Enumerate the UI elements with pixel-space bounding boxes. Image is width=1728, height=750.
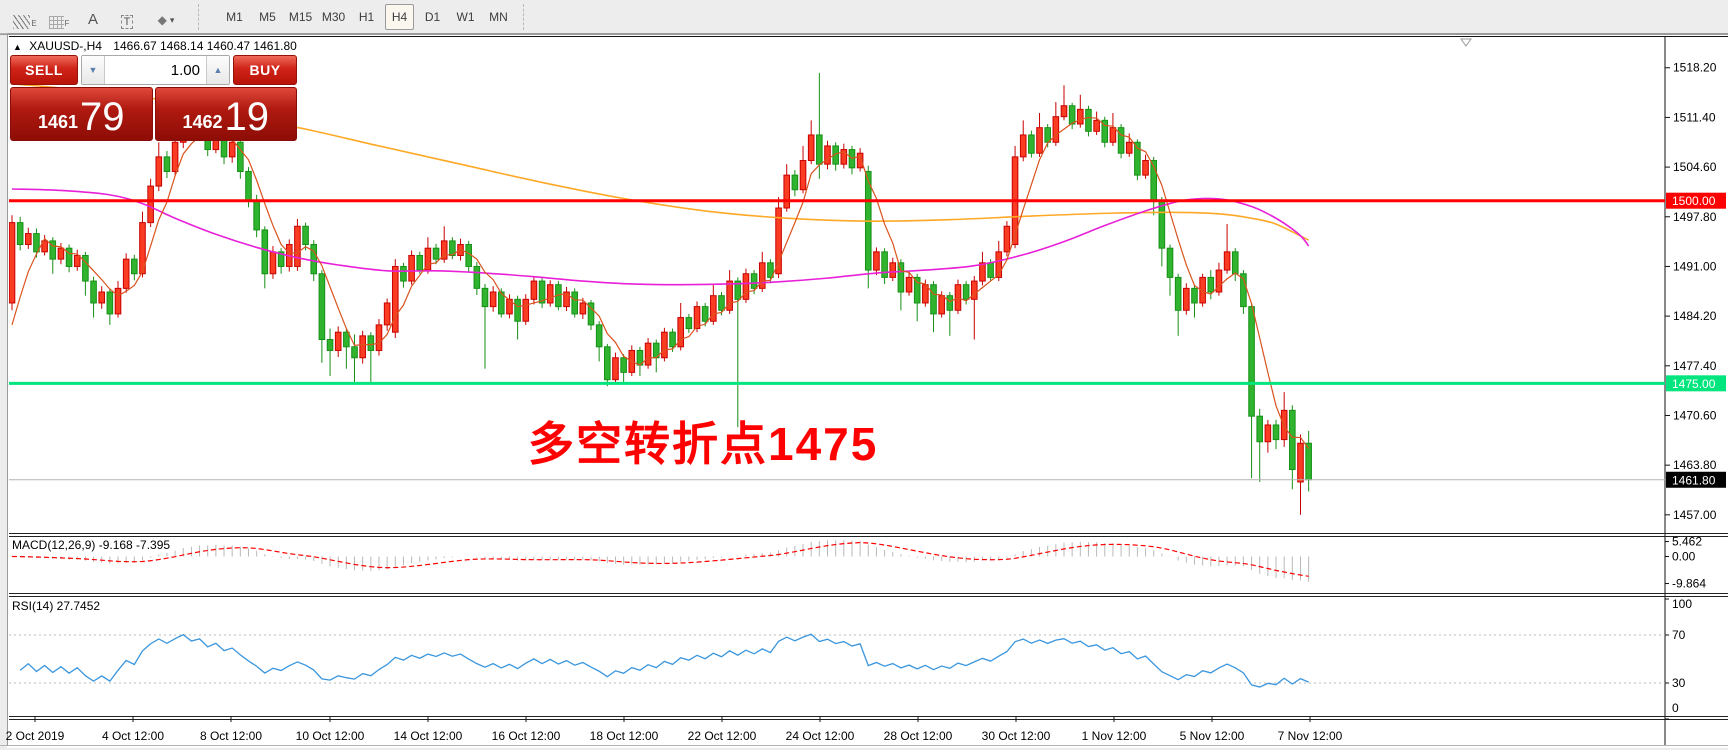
sub-label: F	[64, 18, 70, 28]
dropdown-caret-icon[interactable]: ▾	[169, 14, 175, 25]
text-label-tool-icon[interactable]: T	[112, 5, 142, 29]
top-toolbar: E F A T ◆ ▾ M1 M5 M15 M30 H1 H4 D1 W1 MN	[0, 0, 1728, 34]
sell-button[interactable]: SELL	[10, 55, 78, 85]
tf-d1[interactable]: D1	[424, 9, 441, 24]
tf-m15[interactable]: M15	[288, 9, 313, 24]
tf-m1[interactable]: M1	[226, 9, 243, 24]
svg-text:1511.40: 1511.40	[1673, 110, 1716, 124]
svg-text:1 Nov 12:00: 1 Nov 12:00	[1082, 729, 1147, 743]
svg-text:30: 30	[1672, 676, 1686, 690]
tf-m5[interactable]: M5	[259, 9, 276, 24]
svg-text:1477.40: 1477.40	[1673, 359, 1717, 373]
svg-text:0.00: 0.00	[1672, 550, 1696, 564]
rsi-panel	[9, 633, 1665, 688]
svg-text:24 Oct 12:00: 24 Oct 12:00	[786, 729, 855, 743]
one-click-trading-panel: SELL ▼ 1.00 ▲ BUY 1461 79 1462 19	[10, 55, 297, 141]
buy-price-small: 1462	[182, 112, 223, 132]
tf-mn[interactable]: MN	[489, 9, 508, 24]
tf-h4[interactable]: H4	[385, 3, 414, 30]
price-badge-1500.00: 1500.00	[1666, 192, 1726, 209]
svg-text:1461.80: 1461.80	[1672, 473, 1716, 487]
tf-m30[interactable]: M30	[321, 9, 346, 24]
svg-text:-9.864: -9.864	[1672, 577, 1706, 591]
svg-text:100: 100	[1672, 597, 1692, 611]
svg-text:30 Oct 12:00: 30 Oct 12:00	[982, 729, 1051, 743]
svg-text:1518.20: 1518.20	[1673, 61, 1717, 75]
buy-price-panel[interactable]: 1462 19	[154, 87, 297, 141]
sub-label: E	[31, 18, 37, 28]
buy-button[interactable]: BUY	[233, 55, 297, 85]
shapes-tool-icon[interactable]: ◆ ▾	[157, 12, 175, 27]
svg-text:0: 0	[1672, 701, 1679, 715]
svg-text:22 Oct 12:00: 22 Oct 12:00	[688, 729, 757, 743]
fibonacci-grid-icon[interactable]: F	[44, 5, 74, 29]
svg-text:1500.00: 1500.00	[1672, 194, 1716, 208]
svg-text:28 Oct 12:00: 28 Oct 12:00	[884, 729, 953, 743]
svg-text:1457.00: 1457.00	[1673, 508, 1717, 522]
chart-header: ▲ XAUUSD-,H4 1466.67 1468.14 1460.47 146…	[13, 39, 297, 53]
sell-price-panel[interactable]: 1461 79	[10, 87, 153, 141]
svg-text:1484.20: 1484.20	[1673, 309, 1717, 323]
svg-text:16 Oct 12:00: 16 Oct 12:00	[492, 729, 561, 743]
svg-text:2 Oct 2019: 2 Oct 2019	[6, 729, 65, 743]
toolbar-separator	[523, 3, 525, 30]
volume-stepper: ▼ 1.00 ▲	[81, 55, 230, 85]
draw-tools-group: E F A T ◆ ▾	[10, 5, 190, 29]
buy-price-big: 19	[224, 95, 270, 139]
price-badge-1475.00: 1475.00	[1666, 375, 1726, 392]
svg-text:1470.60: 1470.60	[1673, 408, 1717, 422]
svg-text:5 Nov 12:00: 5 Nov 12:00	[1180, 729, 1245, 743]
svg-text:70: 70	[1672, 628, 1686, 642]
macd-indicator-label: MACD(12,26,9) -9.168 -7.395	[12, 538, 171, 552]
volume-input[interactable]: 1.00	[170, 61, 200, 79]
tf-h1[interactable]: H1	[358, 9, 375, 24]
toolbar-separator	[198, 3, 200, 30]
tf-w1[interactable]: W1	[456, 9, 475, 24]
sell-price-big: 79	[80, 95, 125, 139]
svg-text:10 Oct 12:00: 10 Oct 12:00	[296, 729, 365, 743]
svg-text:1497.80: 1497.80	[1673, 210, 1717, 224]
hatch-glyph	[13, 14, 31, 29]
ohlc-values: 1466.67 1468.14 1460.47 1461.80	[113, 39, 297, 53]
time-axis[interactable]: 2 Oct 2019 4 Oct 12:00 8 Oct 12:00 10 Oct 1…	[6, 717, 1343, 743]
rsi-indicator-label: RSI(14) 27.7452	[12, 599, 101, 613]
svg-text:1491.00: 1491.00	[1673, 259, 1717, 273]
svg-text:1463.80: 1463.80	[1673, 458, 1717, 472]
draw-lines-icon[interactable]: E	[10, 5, 40, 29]
svg-text:14 Oct 12:00: 14 Oct 12:00	[394, 729, 463, 743]
chart-window[interactable]	[7, 33, 1728, 748]
text-tool-icon[interactable]: A	[87, 10, 98, 28]
volume-up-button[interactable]: ▲	[206, 56, 229, 84]
svg-text:4 Oct 12:00: 4 Oct 12:00	[102, 729, 164, 743]
macd-panel	[11, 540, 1310, 582]
grid-glyph	[48, 15, 64, 29]
volume-down-button[interactable]: ▼	[82, 56, 105, 84]
timeframe-group: M1 M5 M15 M30 H1 H4 D1 W1 MN	[218, 3, 515, 30]
svg-text:18 Oct 12:00: 18 Oct 12:00	[590, 729, 659, 743]
sell-price-small: 1461	[37, 112, 79, 132]
chart-shift-marker[interactable]	[1460, 38, 1472, 47]
chart-annotation-text: 多空转折点1475	[528, 418, 879, 470]
svg-text:5.462: 5.462	[1672, 535, 1702, 549]
svg-text:1475.00: 1475.00	[1672, 377, 1716, 391]
svg-text:8 Oct 12:00: 8 Oct 12:00	[200, 729, 262, 743]
svg-text:7 Nov 12:00: 7 Nov 12:00	[1278, 729, 1343, 743]
symbol-label: XAUUSD-,H4	[29, 39, 102, 53]
price-badge-1461.80: 1461.80	[1666, 471, 1726, 488]
svg-text:1504.60: 1504.60	[1673, 160, 1717, 174]
collapse-panel-arrow-icon[interactable]: ▲	[13, 42, 22, 52]
